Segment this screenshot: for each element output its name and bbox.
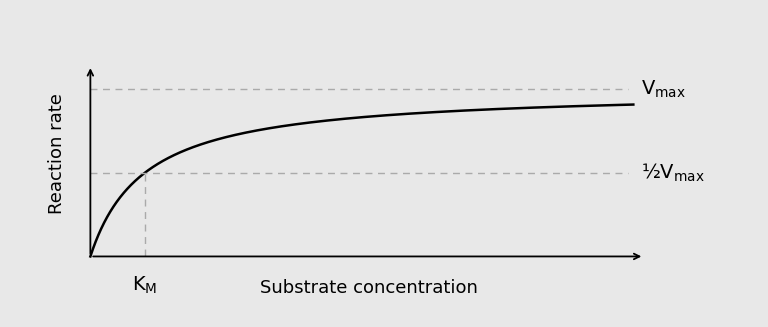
Text: K$_{\mathrm{M}}$: K$_{\mathrm{M}}$ (132, 275, 157, 296)
Text: ½V$_{\mathrm{max}}$: ½V$_{\mathrm{max}}$ (641, 162, 705, 184)
Text: V$_{\mathrm{max}}$: V$_{\mathrm{max}}$ (641, 79, 687, 100)
Y-axis label: Reaction rate: Reaction rate (48, 93, 66, 214)
X-axis label: Substrate concentration: Substrate concentration (260, 279, 478, 297)
